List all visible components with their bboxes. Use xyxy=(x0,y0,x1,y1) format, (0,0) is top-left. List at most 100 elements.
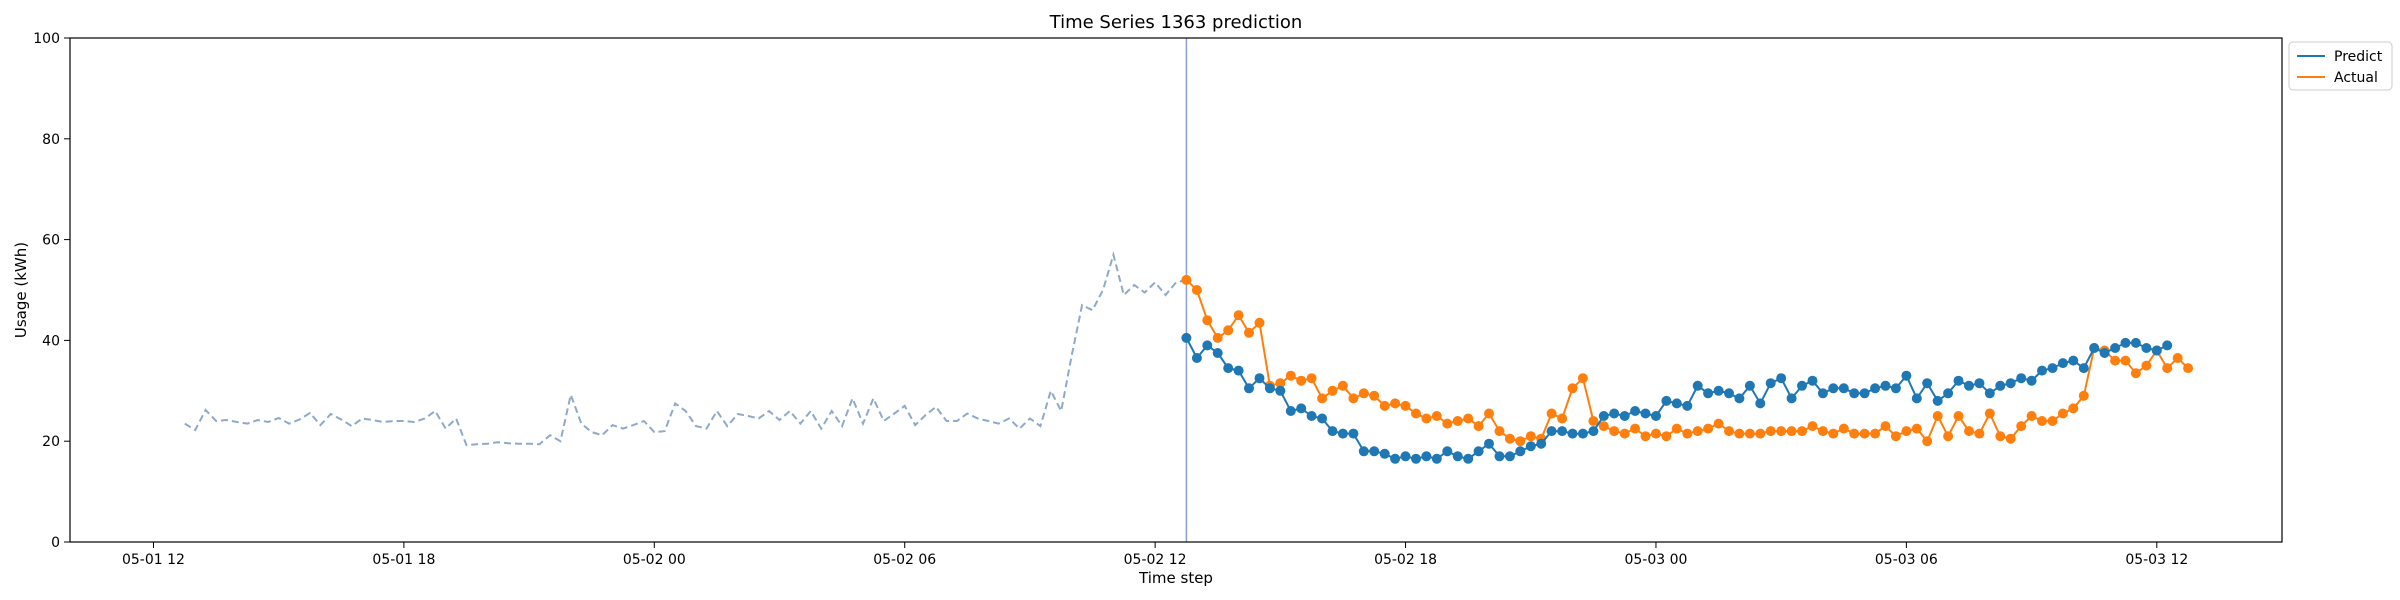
predict-point xyxy=(1369,446,1380,457)
predict-point xyxy=(2026,375,2037,386)
predict-point xyxy=(2130,337,2141,348)
actual-point xyxy=(2162,363,2173,374)
legend-predict-label: Predict xyxy=(2334,49,2383,65)
actual-point xyxy=(1671,423,1682,434)
actual-point xyxy=(1463,413,1474,424)
plot-frame xyxy=(69,37,2283,543)
actual-point xyxy=(1254,317,1265,328)
predict-point xyxy=(1776,373,1787,384)
actual-point xyxy=(1400,400,1411,411)
actual-point xyxy=(1859,428,1870,439)
actual-point xyxy=(1901,426,1912,437)
predict-point xyxy=(1421,451,1432,462)
actual-point xyxy=(2172,353,2183,363)
actual-point xyxy=(1744,428,1755,439)
actual-point xyxy=(1317,393,1328,404)
actual-point xyxy=(1922,436,1933,447)
actual-point xyxy=(1504,433,1515,444)
y-tick-label: 0 xyxy=(51,535,60,551)
predict-point xyxy=(1411,453,1421,464)
predict-point xyxy=(2141,343,2152,353)
actual-point xyxy=(1984,408,1995,419)
actual-point xyxy=(1932,411,1943,421)
x-axis-title: Time step xyxy=(1138,569,1213,587)
predict-point xyxy=(1807,375,1818,386)
actual-point xyxy=(2078,390,2089,401)
actual-point xyxy=(1807,421,1818,432)
predict-point xyxy=(1901,370,1912,381)
actual-point xyxy=(1640,431,1651,442)
predict-point xyxy=(1671,398,1682,409)
predict-point xyxy=(2068,355,2079,366)
actual-point xyxy=(1358,388,1369,399)
predict-point xyxy=(1682,400,1693,411)
actual-point xyxy=(1661,431,1672,442)
actual-point xyxy=(1557,413,1568,424)
predict-point xyxy=(1870,383,1881,394)
predict-point xyxy=(1191,353,1202,363)
actual-point xyxy=(1390,398,1401,409)
x-tick-label: 05-01 12 xyxy=(122,552,185,568)
actual-point xyxy=(1703,423,1714,434)
actual-point xyxy=(1692,426,1703,437)
predict-point xyxy=(1943,388,1954,399)
legend: Predict Actual xyxy=(2288,41,2393,91)
actual-point xyxy=(1379,400,1390,411)
actual-point xyxy=(1734,428,1745,439)
y-axis: 0 20 40 60 80 100 xyxy=(33,31,70,551)
actual-point xyxy=(1995,431,2006,442)
predict-point xyxy=(2151,345,2162,356)
predict-point xyxy=(1275,385,1286,396)
actual-point xyxy=(1713,418,1724,429)
predict-point xyxy=(1661,395,1672,406)
predict-point xyxy=(1536,438,1547,449)
predict-point xyxy=(1922,378,1933,389)
actual-point xyxy=(2016,421,2027,432)
actual-point xyxy=(1682,428,1693,439)
actual-point xyxy=(1797,426,1807,437)
predict-point xyxy=(2005,378,2016,389)
actual-point xyxy=(1964,426,1974,437)
actual-point xyxy=(1223,325,1234,336)
predict-point xyxy=(1546,426,1557,437)
predict-point xyxy=(2057,358,2068,369)
actual-point xyxy=(1974,428,1985,439)
predict-point xyxy=(1494,451,1505,462)
predict-point xyxy=(1431,453,1442,464)
actual-point xyxy=(1786,426,1797,437)
actual-point xyxy=(1452,416,1463,426)
actual-point xyxy=(1285,370,1296,381)
predict-point xyxy=(1223,363,1234,374)
predict-point xyxy=(1932,395,1943,406)
actual-point xyxy=(1494,426,1505,437)
actual-point xyxy=(1953,411,1964,421)
actual-point xyxy=(1724,426,1734,437)
actual-point xyxy=(1484,408,1494,419)
actual-point xyxy=(1838,423,1849,434)
predict-point xyxy=(1515,446,1526,457)
actual-point xyxy=(1765,426,1776,437)
predict-point xyxy=(1233,365,1244,376)
actual-point xyxy=(1515,436,1526,447)
x-axis: 05-01 12 05-01 18 05-02 00 05-02 06 05-02 12… xyxy=(122,542,2188,568)
predict-point xyxy=(1306,411,1317,421)
x-tick-label: 05-01 18 xyxy=(372,552,435,568)
y-tick-label: 100 xyxy=(33,31,60,47)
actual-point xyxy=(1943,431,1954,442)
predict-point xyxy=(1828,383,1839,394)
predict-point xyxy=(1995,380,2006,391)
predict-point xyxy=(1504,451,1515,462)
actual-point xyxy=(2037,416,2047,426)
x-tick-label: 05-03 06 xyxy=(1875,552,1938,568)
predict-point xyxy=(2078,363,2089,374)
actual-point xyxy=(1181,274,1192,285)
predict-point xyxy=(1400,451,1411,462)
actual-point xyxy=(1828,428,1839,439)
predict-point xyxy=(1859,388,1870,399)
actual-point xyxy=(1212,332,1223,343)
x-tick-label: 05-02 00 xyxy=(623,552,686,568)
actual-point xyxy=(1598,421,1609,432)
predict-point xyxy=(1212,348,1223,358)
predict-point xyxy=(1254,373,1265,384)
y-axis-title: Usage (kWh) xyxy=(12,242,30,338)
